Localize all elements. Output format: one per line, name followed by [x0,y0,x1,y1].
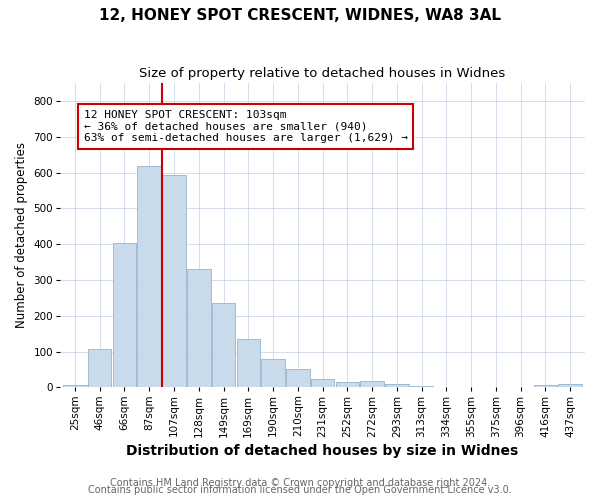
Title: Size of property relative to detached houses in Widnes: Size of property relative to detached ho… [139,68,506,80]
X-axis label: Distribution of detached houses by size in Widnes: Distribution of detached houses by size … [127,444,518,458]
Bar [410,386,433,388]
Bar [212,302,235,388]
Bar [311,379,334,388]
Text: 12 HONEY SPOT CRESCENT: 103sqm
← 36% of detached houses are smaller (940)
63% of: 12 HONEY SPOT CRESCENT: 103sqm ← 36% of … [83,110,407,143]
Bar [533,384,557,388]
Bar [187,268,211,388]
Y-axis label: Number of detached properties: Number of detached properties [15,142,28,328]
Bar [137,166,161,388]
Bar [88,349,112,388]
Text: 12, HONEY SPOT CRESCENT, WIDNES, WA8 3AL: 12, HONEY SPOT CRESCENT, WIDNES, WA8 3AL [99,8,501,22]
Bar [559,384,582,388]
Text: Contains public sector information licensed under the Open Government Licence v3: Contains public sector information licen… [88,485,512,495]
Bar [261,359,285,388]
Bar [113,243,136,388]
Bar [63,384,87,388]
Bar [361,381,384,388]
Bar [162,176,186,388]
Bar [236,339,260,388]
Bar [385,384,409,388]
Bar [434,387,458,388]
Bar [286,369,310,388]
Text: Contains HM Land Registry data © Crown copyright and database right 2024.: Contains HM Land Registry data © Crown c… [110,478,490,488]
Bar [335,382,359,388]
